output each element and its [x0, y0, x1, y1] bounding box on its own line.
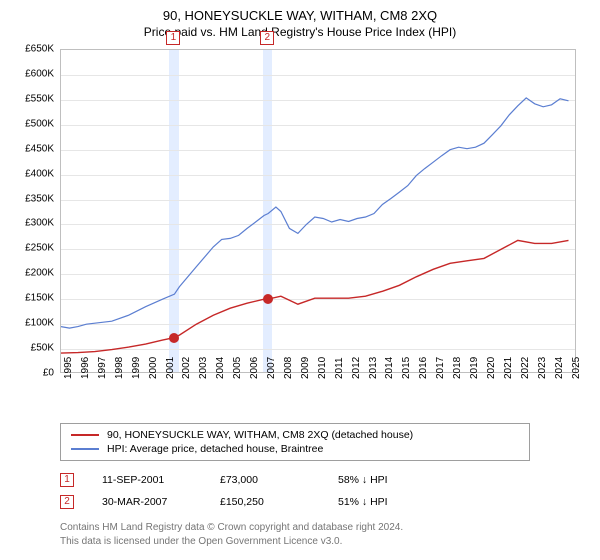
x-axis-label: 2016 [418, 357, 429, 379]
sale-date: 30-MAR-2007 [102, 496, 192, 508]
series-subject [61, 240, 569, 353]
sale-delta: 58% ↓ HPI [338, 474, 428, 486]
legend-swatch [71, 434, 99, 436]
legend-item: 90, HONEYSUCKLE WAY, WITHAM, CM8 2XQ (de… [71, 428, 519, 442]
y-axis-label: £300K [14, 218, 54, 229]
sale-date: 11-SEP-2001 [102, 474, 192, 486]
x-axis-label: 2013 [368, 357, 379, 379]
sale-marker [263, 294, 273, 304]
sale-marker-label: 2 [260, 31, 274, 45]
x-axis-label: 2024 [554, 357, 565, 379]
plot-area [60, 49, 576, 373]
attribution: Contains HM Land Registry data © Crown c… [60, 521, 586, 548]
x-axis-label: 2017 [435, 357, 446, 379]
sale-index-box: 2 [60, 495, 74, 509]
y-axis-label: £350K [14, 193, 54, 204]
x-axis-label: 2015 [401, 357, 412, 379]
legend: 90, HONEYSUCKLE WAY, WITHAM, CM8 2XQ (de… [60, 423, 530, 461]
x-axis-label: 2003 [198, 357, 209, 379]
y-axis-label: £650K [14, 44, 54, 55]
chart-area: £0 £50K £100K £150K £200K £250K £300K £350K £400… [14, 45, 586, 415]
x-axis-label: 2008 [283, 357, 294, 379]
x-axis-label: 2020 [486, 357, 497, 379]
x-axis-label: 1996 [80, 357, 91, 379]
x-axis-label: 2014 [384, 357, 395, 379]
x-axis-label: 2022 [520, 357, 531, 379]
y-axis-label: £400K [14, 168, 54, 179]
x-axis-label: 2012 [351, 357, 362, 379]
sale-price: £73,000 [220, 474, 310, 486]
y-axis-label: £600K [14, 68, 54, 79]
y-axis-label: £200K [14, 268, 54, 279]
chart-container: 90, HONEYSUCKLE WAY, WITHAM, CM8 2XQ Pri… [0, 0, 600, 558]
sale-row: 1 11-SEP-2001 £73,000 58% ↓ HPI [60, 469, 586, 491]
attribution-line: Contains HM Land Registry data © Crown c… [60, 521, 586, 535]
sale-marker-label: 1 [166, 31, 180, 45]
x-axis-label: 2005 [232, 357, 243, 379]
sales-table: 1 11-SEP-2001 £73,000 58% ↓ HPI 2 30-MAR-2007… [60, 469, 586, 513]
x-axis-label: 2006 [249, 357, 260, 379]
y-axis-label: £150K [14, 293, 54, 304]
x-axis-label: 2004 [215, 357, 226, 379]
y-axis-label: £550K [14, 93, 54, 104]
x-axis-label: 2009 [300, 357, 311, 379]
y-axis-label: £250K [14, 243, 54, 254]
x-axis-label: 2019 [469, 357, 480, 379]
x-axis-label: 2007 [266, 357, 277, 379]
chart-title: 90, HONEYSUCKLE WAY, WITHAM, CM8 2XQ [14, 8, 586, 23]
y-axis-label: £100K [14, 318, 54, 329]
series-hpi [61, 98, 569, 328]
y-axis-label: £500K [14, 118, 54, 129]
legend-item: HPI: Average price, detached house, Brai… [71, 442, 519, 456]
x-axis-label: 2023 [537, 357, 548, 379]
sale-row: 2 30-MAR-2007 £150,250 51% ↓ HPI [60, 491, 586, 513]
x-axis-label: 2002 [181, 357, 192, 379]
x-axis-label: 1997 [97, 357, 108, 379]
x-axis-label: 1995 [63, 357, 74, 379]
chart-subtitle: Price paid vs. HM Land Registry's House … [14, 25, 586, 39]
x-axis-label: 1998 [114, 357, 125, 379]
sale-delta: 51% ↓ HPI [338, 496, 428, 508]
sale-marker [169, 333, 179, 343]
attribution-line: This data is licensed under the Open Gov… [60, 535, 586, 549]
x-axis-label: 2011 [334, 357, 345, 379]
legend-label: 90, HONEYSUCKLE WAY, WITHAM, CM8 2XQ (de… [107, 429, 413, 441]
x-axis-label: 1999 [131, 357, 142, 379]
legend-label: HPI: Average price, detached house, Brai… [107, 443, 323, 455]
y-axis-label: £450K [14, 143, 54, 154]
x-axis-label: 2010 [317, 357, 328, 379]
y-axis-label: £50K [14, 343, 54, 354]
x-axis-label: 2001 [165, 357, 176, 379]
series-lines [61, 50, 577, 374]
sale-index-box: 1 [60, 473, 74, 487]
sale-price: £150,250 [220, 496, 310, 508]
legend-swatch [71, 448, 99, 450]
x-axis-label: 2018 [452, 357, 463, 379]
x-axis-label: 2025 [571, 357, 582, 379]
y-axis-label: £0 [14, 368, 54, 379]
x-axis-label: 2021 [503, 357, 514, 379]
x-axis-label: 2000 [148, 357, 159, 379]
